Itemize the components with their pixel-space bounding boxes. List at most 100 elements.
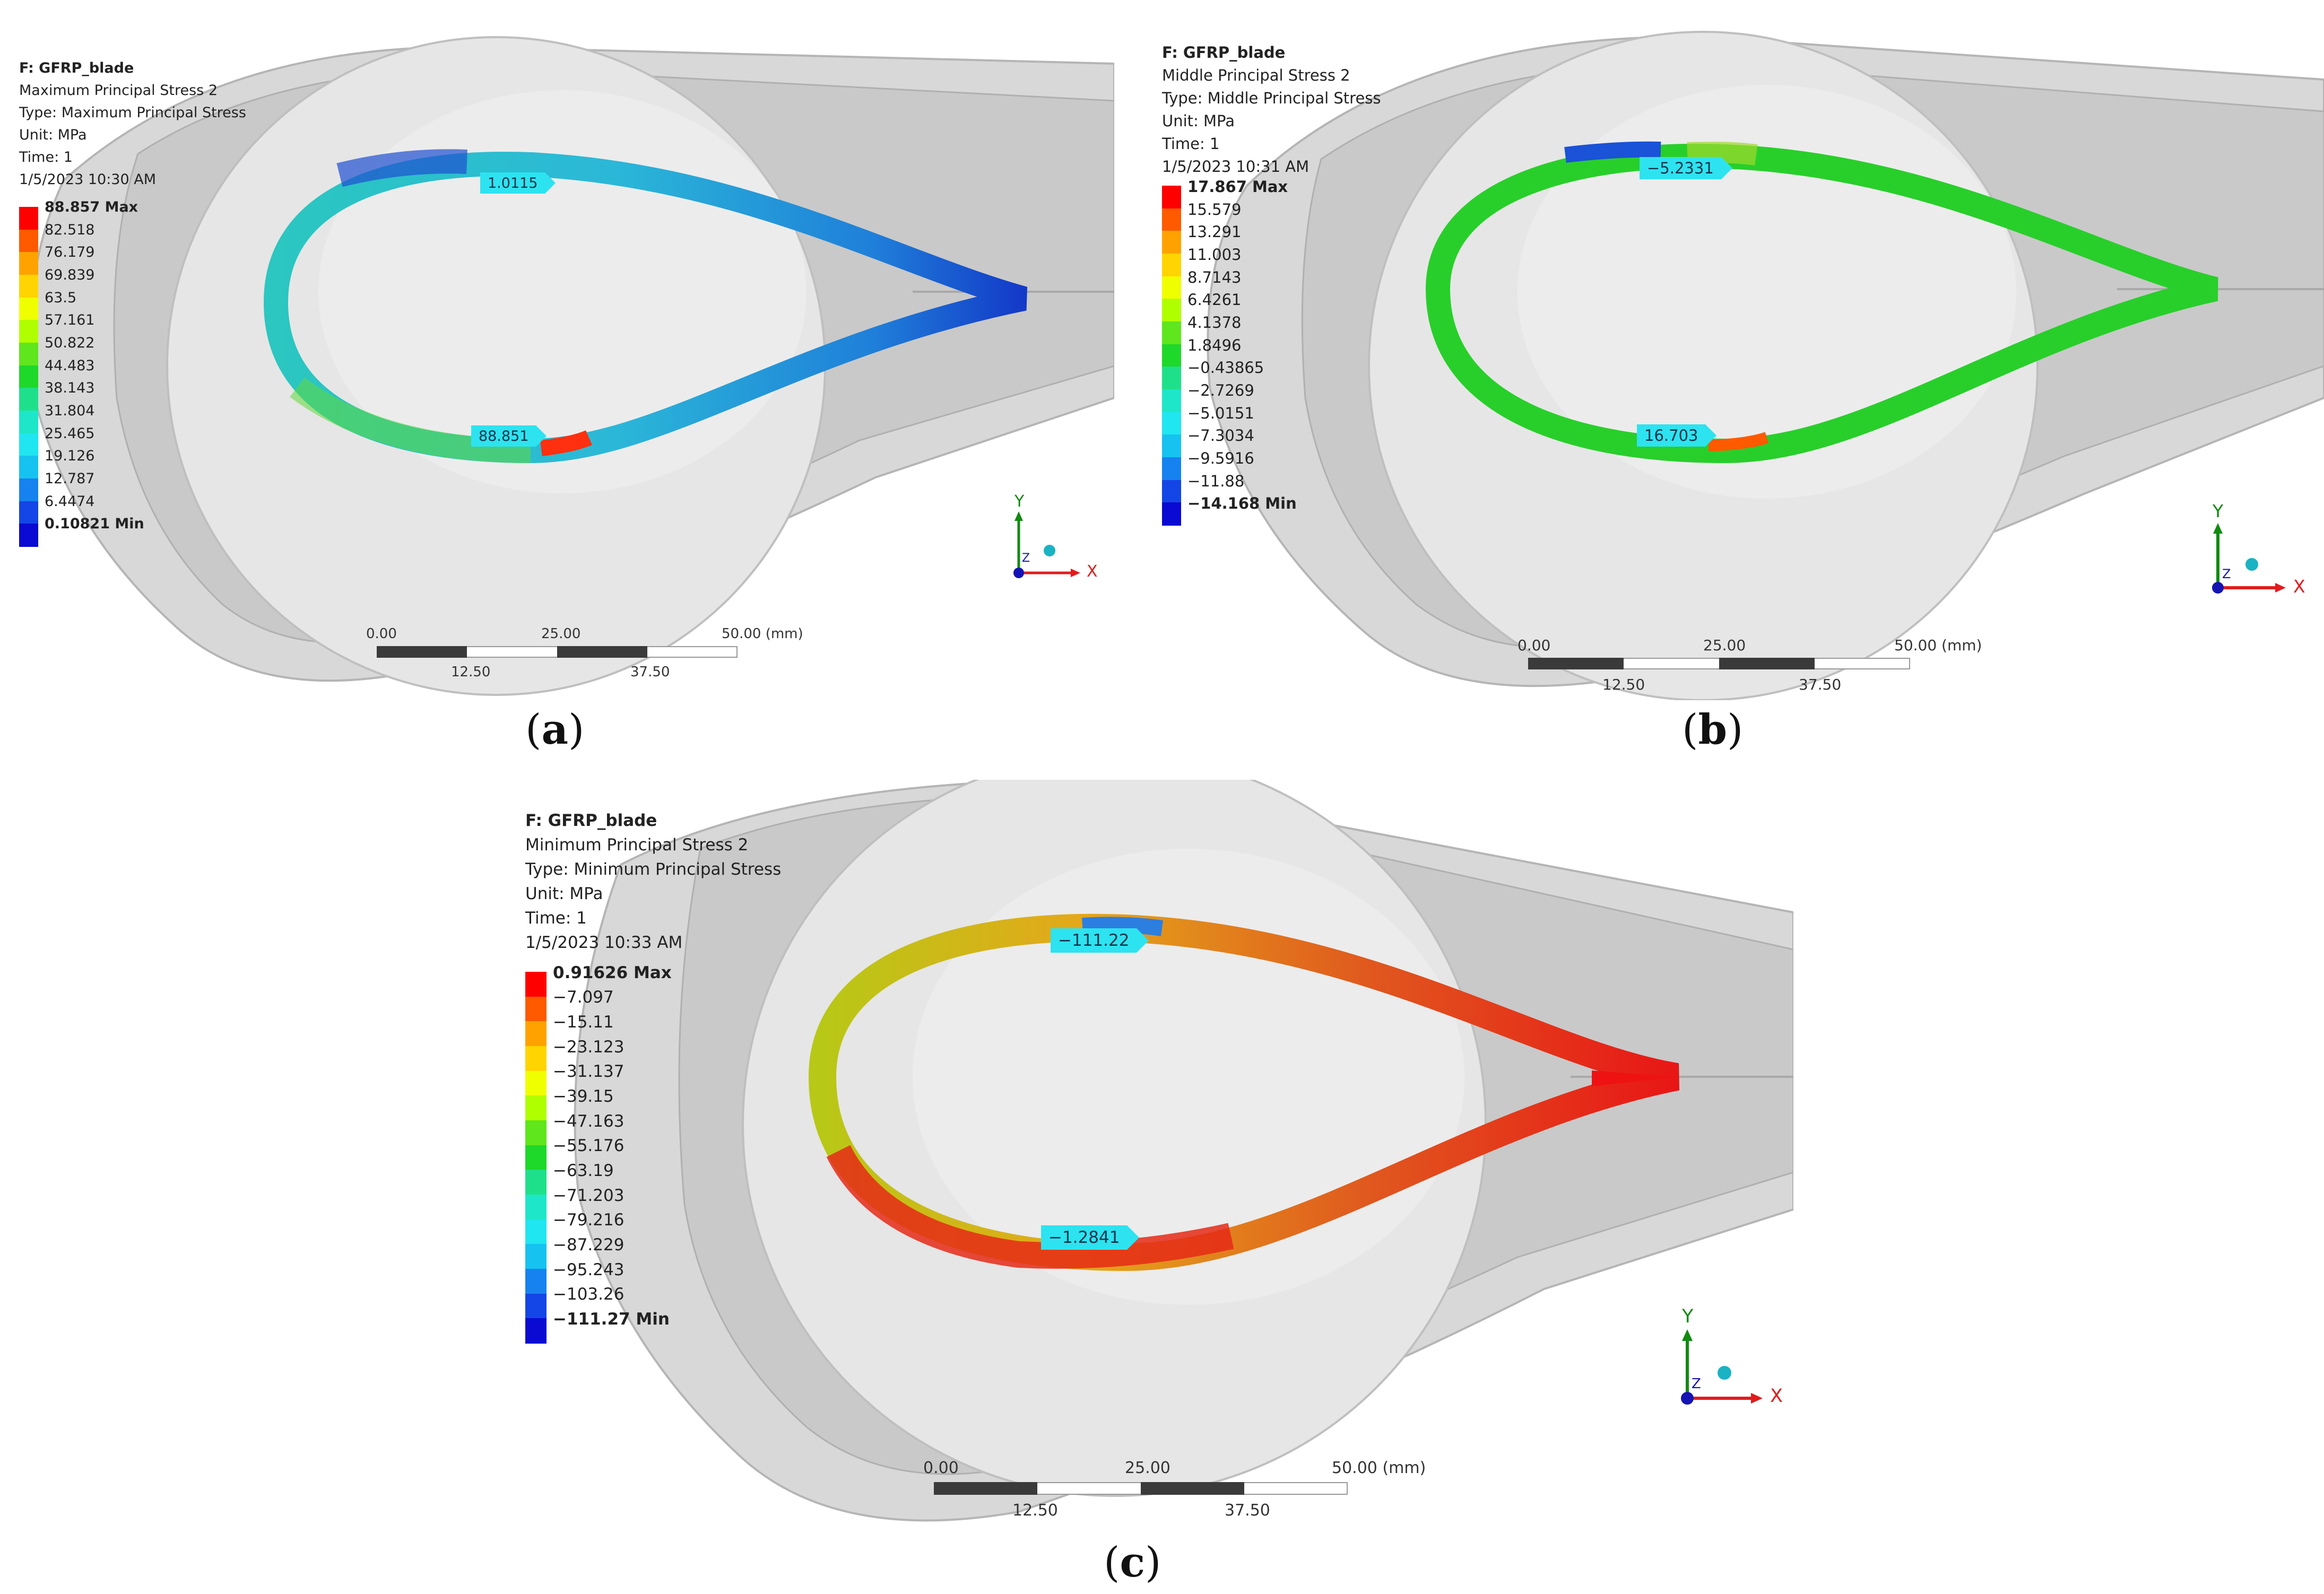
- caption-open: (: [1104, 1539, 1120, 1587]
- probe-value: 1.0115: [488, 175, 538, 191]
- panel-a: F: GFRP_blade Maximum Principal Stress 2…: [0, 16, 1114, 700]
- probe-flag-icon: [1705, 424, 1717, 447]
- probe-label-b-top[interactable]: −5.2331: [1640, 157, 1732, 179]
- scale-bar-segment: [934, 1482, 1037, 1495]
- model-view-b[interactable]: [1151, 16, 2324, 700]
- legend-swatch: [1162, 231, 1181, 254]
- legend-entry: −47.163: [525, 1112, 716, 1146]
- legend-label: −0.43865: [1187, 359, 1264, 377]
- legend-swatch: [19, 411, 38, 434]
- scale-bar-segment: [1141, 1482, 1244, 1495]
- result-info-c: F: GFRP_blade Minimum Principal Stress 2…: [525, 808, 781, 955]
- probe-label-c-bottom[interactable]: −1.2841: [1041, 1225, 1140, 1250]
- info-type: Type: Minimum Principal Stress: [525, 860, 782, 879]
- legend-entry: −55.176: [525, 1136, 716, 1171]
- legend-swatch: [19, 252, 38, 275]
- legend-entry: −111.27 Min: [525, 1310, 716, 1344]
- legend-entry: 4.1378: [1162, 313, 1342, 345]
- caption-b: (b): [1682, 705, 1743, 754]
- info-title: F: GFRP_blade: [1162, 43, 1286, 62]
- triad-arrows: [1013, 511, 1080, 578]
- legend-label: −14.168 Min: [1187, 494, 1297, 513]
- legend-label: −15.11: [553, 1013, 614, 1032]
- color-legend-b: 17.867 Max 15.579 13.291 11.003 8.7143 6.4261…: [1162, 178, 1342, 526]
- legend-entry: 63.5: [19, 290, 189, 321]
- probe-label-a-bottom[interactable]: 88.851: [471, 425, 547, 447]
- legend-label: 69.839: [45, 267, 95, 284]
- probe-value: 16.703: [1644, 426, 1698, 445]
- legend-entry: −5.0151: [1162, 404, 1342, 435]
- legend-swatch: [1162, 344, 1181, 368]
- caption-open: (: [525, 706, 542, 754]
- info-result-name: Middle Principal Stress 2: [1162, 66, 1350, 84]
- info-time: Time: 1: [525, 909, 587, 928]
- color-legend-c: 0.91626 Max −7.097 −15.11 −23.123 −31.137 −39…: [525, 963, 716, 1344]
- legend-entry: 88.857 Max: [19, 199, 189, 230]
- coordinate-triad-icon[interactable]: Y X Z: [992, 492, 1098, 589]
- legend-entry: 82.518: [19, 222, 189, 253]
- legend-swatch: [19, 456, 38, 479]
- legend-entry: 25.465: [19, 425, 189, 457]
- legend-label: −111.27 Min: [553, 1310, 670, 1329]
- legend-entry: −11.88: [1162, 472, 1342, 503]
- info-type: Type: Maximum Principal Stress: [19, 104, 246, 121]
- legend-label: 4.1378: [1187, 313, 1242, 332]
- probe-label-b-bottom[interactable]: 16.703: [1637, 424, 1717, 447]
- legend-swatch: [525, 1070, 547, 1096]
- info-title: F: GFRP_blade: [19, 60, 134, 76]
- coordinate-triad-icon[interactable]: Y X Z: [2191, 501, 2308, 605]
- scale-tick-0: 0.00: [366, 626, 397, 642]
- legend-entry: 76.179: [19, 244, 189, 275]
- legend-swatch: [525, 1120, 547, 1146]
- legend-label: 6.4474: [45, 493, 95, 510]
- legend-entry: 44.483: [19, 358, 189, 389]
- model-view-c[interactable]: [509, 780, 1793, 1533]
- legend-label: −47.163: [553, 1111, 625, 1131]
- scale-tick-12: 12.50: [1602, 676, 1645, 693]
- legend-label: 88.857 Max: [45, 199, 138, 216]
- legend-entry: −15.11: [525, 1013, 716, 1047]
- legend-label: −2.7269: [1187, 381, 1254, 400]
- probe-flag-icon: [1721, 157, 1732, 179]
- scale-tick-37: 37.50: [1799, 676, 1842, 693]
- legend-label: 63.5: [45, 289, 77, 306]
- legend-label: −79.216: [553, 1210, 625, 1230]
- legend-swatch: [1162, 186, 1181, 209]
- legend-entry: 6.4261: [1162, 291, 1342, 322]
- legend-label: −11.88: [1187, 472, 1245, 490]
- legend-swatch: [1162, 299, 1181, 322]
- probe-label-a-top[interactable]: 1.0115: [480, 172, 556, 194]
- legend-entry: −0.43865: [1162, 359, 1342, 390]
- legend-label: 19.126: [45, 448, 95, 465]
- info-date: 1/5/2023 10:33 AM: [525, 933, 683, 952]
- legend-label: 25.465: [45, 425, 95, 442]
- legend-entry: 15.579: [1162, 201, 1342, 232]
- legend-label: −7.097: [553, 988, 614, 1007]
- probe-value: 88.851: [479, 428, 529, 445]
- legend-entry: 17.867 Max: [1162, 178, 1342, 209]
- legend-label: −5.0151: [1187, 404, 1254, 422]
- legend-label: −71.203: [553, 1186, 625, 1205]
- legend-swatch: [525, 1195, 547, 1220]
- legend-entry: −103.26: [525, 1285, 716, 1319]
- probe-flag-icon: [536, 425, 547, 447]
- legend-label: 13.291: [1187, 223, 1242, 241]
- legend-swatch: [1162, 367, 1181, 390]
- legend-label: 57.161: [45, 312, 95, 329]
- legend-entry: 6.4474: [19, 493, 189, 525]
- legend-entry: 50.822: [19, 335, 189, 366]
- probe-label-c-top[interactable]: −111.22: [1051, 928, 1149, 953]
- caption-a: (a): [525, 705, 584, 754]
- legend-label: 76.179: [45, 244, 95, 261]
- scale-tick-0: 0.00: [1517, 637, 1551, 654]
- legend-swatch: [19, 207, 38, 230]
- legend-label: 50.822: [45, 335, 95, 352]
- legend-swatch: [525, 996, 547, 1022]
- legend-swatch: [19, 229, 38, 253]
- legend-label: 11.003: [1187, 246, 1242, 264]
- model-view-a[interactable]: [0, 16, 1114, 700]
- legend-swatch: [19, 297, 38, 321]
- panel-b: F: GFRP_blade Middle Principal Stress 2 …: [1151, 16, 2324, 700]
- coordinate-triad-icon[interactable]: Y X Z: [1661, 1306, 1788, 1416]
- legend-entry: −71.203: [525, 1186, 716, 1220]
